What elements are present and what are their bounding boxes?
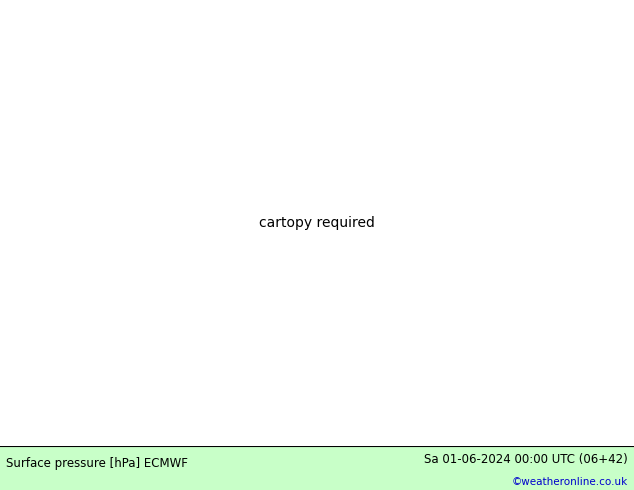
Text: ©weatheronline.co.uk: ©weatheronline.co.uk (512, 477, 628, 487)
Text: Sa 01-06-2024 00:00 UTC (06+42): Sa 01-06-2024 00:00 UTC (06+42) (424, 453, 628, 466)
Text: cartopy required: cartopy required (259, 216, 375, 230)
Text: Surface pressure [hPa] ECMWF: Surface pressure [hPa] ECMWF (6, 457, 188, 470)
